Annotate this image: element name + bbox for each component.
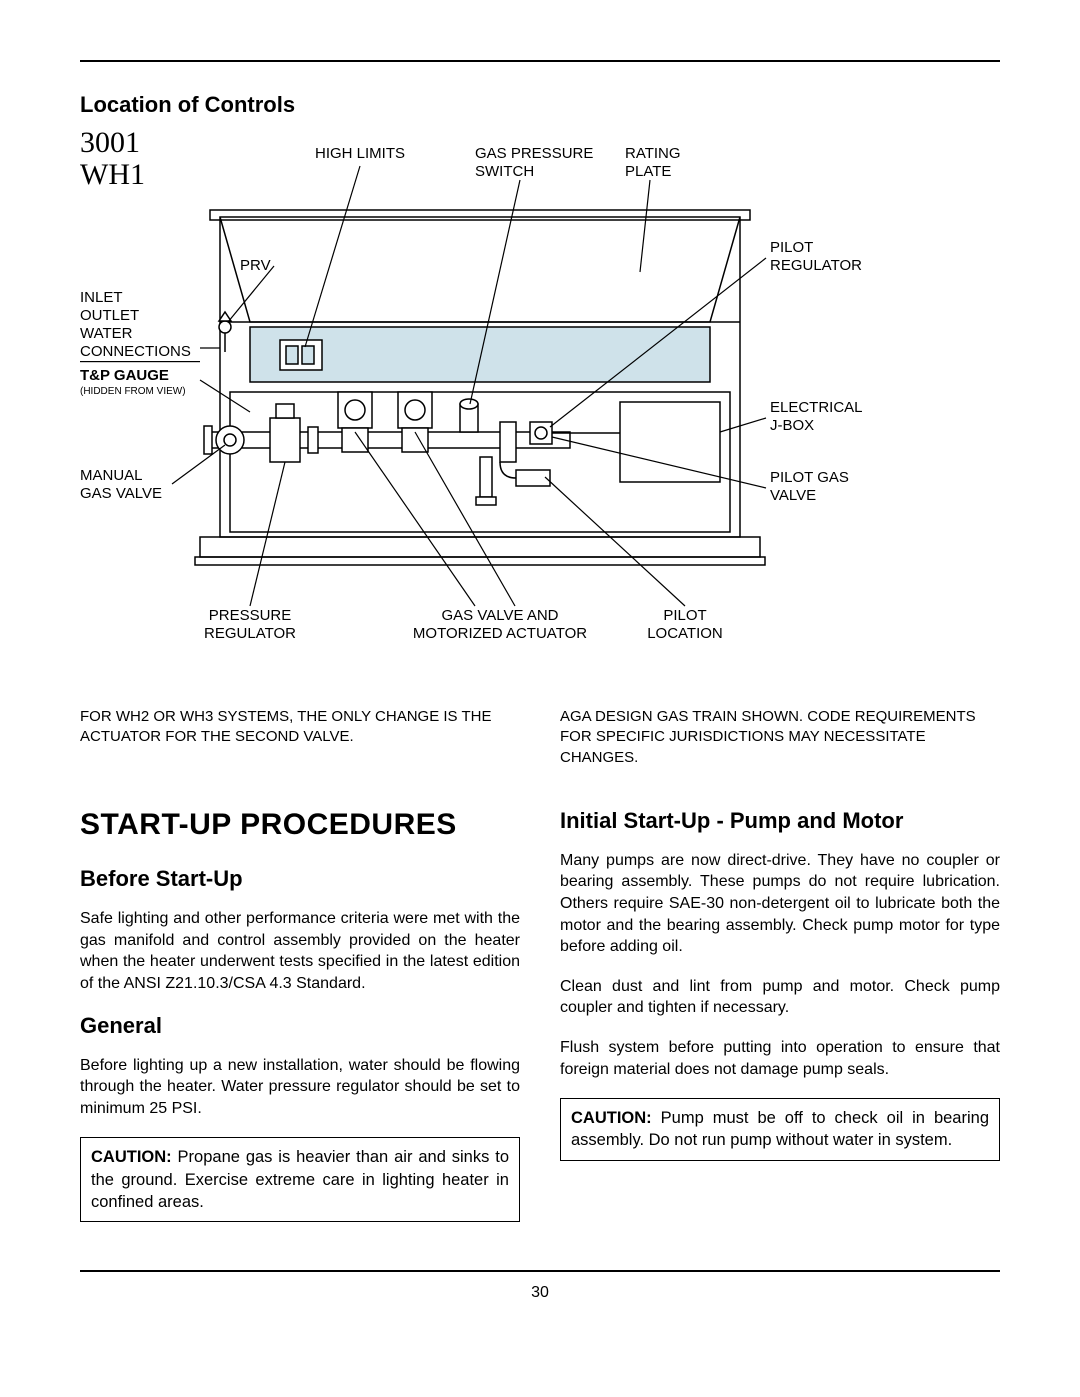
- before-startup-title: Before Start-Up: [80, 866, 520, 892]
- body-columns: START-UP PROCEDURES Before Start-Up Safe…: [80, 808, 1000, 1240]
- svg-text:WATER: WATER: [80, 325, 133, 342]
- page-number: 30: [80, 1284, 1000, 1302]
- svg-text:GAS PRESSURE: GAS PRESSURE: [475, 145, 593, 162]
- svg-text:OUTLET: OUTLET: [80, 307, 139, 324]
- caution-label: CAUTION:: [571, 1109, 652, 1127]
- svg-text:CONNECTIONS: CONNECTIONS: [80, 343, 191, 360]
- general-para: Before lighting up a new installation, w…: [80, 1055, 520, 1120]
- svg-text:HIGH LIMITS: HIGH LIMITS: [315, 145, 405, 162]
- pump-para3: Flush system before putting into operati…: [560, 1037, 1000, 1080]
- right-column: Initial Start-Up - Pump and Motor Many p…: [560, 808, 1000, 1240]
- svg-text:PRV: PRV: [240, 257, 271, 274]
- caution-label: CAUTION:: [91, 1148, 172, 1166]
- controls-diagram: 3001 WH1 HIGH LIMITS GAS PRESSURE SWITCH…: [80, 122, 1000, 687]
- svg-text:PLATE: PLATE: [625, 163, 671, 180]
- caution-propane: CAUTION: Propane gas is heavier than air…: [80, 1137, 520, 1222]
- svg-text:3001: 3001: [80, 126, 140, 159]
- diagram-note-left: FOR WH2 OR WH3 SYSTEMS, THE ONLY CHANGE …: [80, 707, 520, 768]
- svg-text:GAS VALVE: GAS VALVE: [80, 485, 162, 502]
- bottom-rule: [80, 1270, 1000, 1272]
- diagram-note-right: AGA DESIGN GAS TRAIN SHOWN. CODE REQUIRE…: [560, 707, 1000, 768]
- svg-text:PILOT: PILOT: [770, 239, 813, 256]
- general-title: General: [80, 1013, 520, 1039]
- caution-pump: CAUTION: Pump must be off to check oil i…: [560, 1098, 1000, 1161]
- svg-text:MANUAL: MANUAL: [80, 467, 143, 484]
- svg-text:(HIDDEN FROM VIEW): (HIDDEN FROM VIEW): [80, 386, 186, 397]
- svg-text:ELECTRICAL: ELECTRICAL: [770, 399, 863, 416]
- initial-startup-title: Initial Start-Up - Pump and Motor: [560, 808, 1000, 834]
- svg-text:PRESSURE: PRESSURE: [209, 607, 292, 624]
- left-column: START-UP PROCEDURES Before Start-Up Safe…: [80, 808, 520, 1240]
- svg-text:PILOT: PILOT: [663, 607, 706, 624]
- svg-text:REGULATOR: REGULATOR: [770, 257, 862, 274]
- svg-text:J-BOX: J-BOX: [770, 417, 814, 434]
- top-rule: [80, 60, 1000, 62]
- svg-text:VALVE: VALVE: [770, 487, 816, 504]
- svg-text:GAS VALVE AND: GAS VALVE AND: [442, 607, 559, 624]
- diagram-notes-row: FOR WH2 OR WH3 SYSTEMS, THE ONLY CHANGE …: [80, 707, 1000, 768]
- before-startup-para: Safe lighting and other performance crit…: [80, 908, 520, 994]
- svg-text:WH1: WH1: [80, 158, 145, 191]
- pump-para1: Many pumps are now direct-drive. They ha…: [560, 850, 1000, 958]
- svg-text:SWITCH: SWITCH: [475, 163, 534, 180]
- svg-text:REGULATOR: REGULATOR: [204, 625, 296, 642]
- svg-text:MOTORIZED ACTUATOR: MOTORIZED ACTUATOR: [413, 625, 587, 642]
- diagram-title: Location of Controls: [80, 92, 1000, 118]
- svg-text:LOCATION: LOCATION: [647, 625, 723, 642]
- svg-text:T&P GAUGE: T&P GAUGE: [80, 367, 169, 384]
- pump-para2: Clean dust and lint from pump and motor.…: [560, 976, 1000, 1019]
- svg-text:RATING: RATING: [625, 145, 681, 162]
- startup-heading: START-UP PROCEDURES: [80, 808, 520, 843]
- svg-text:INLET: INLET: [80, 289, 123, 306]
- svg-text:PILOT GAS: PILOT GAS: [770, 469, 849, 486]
